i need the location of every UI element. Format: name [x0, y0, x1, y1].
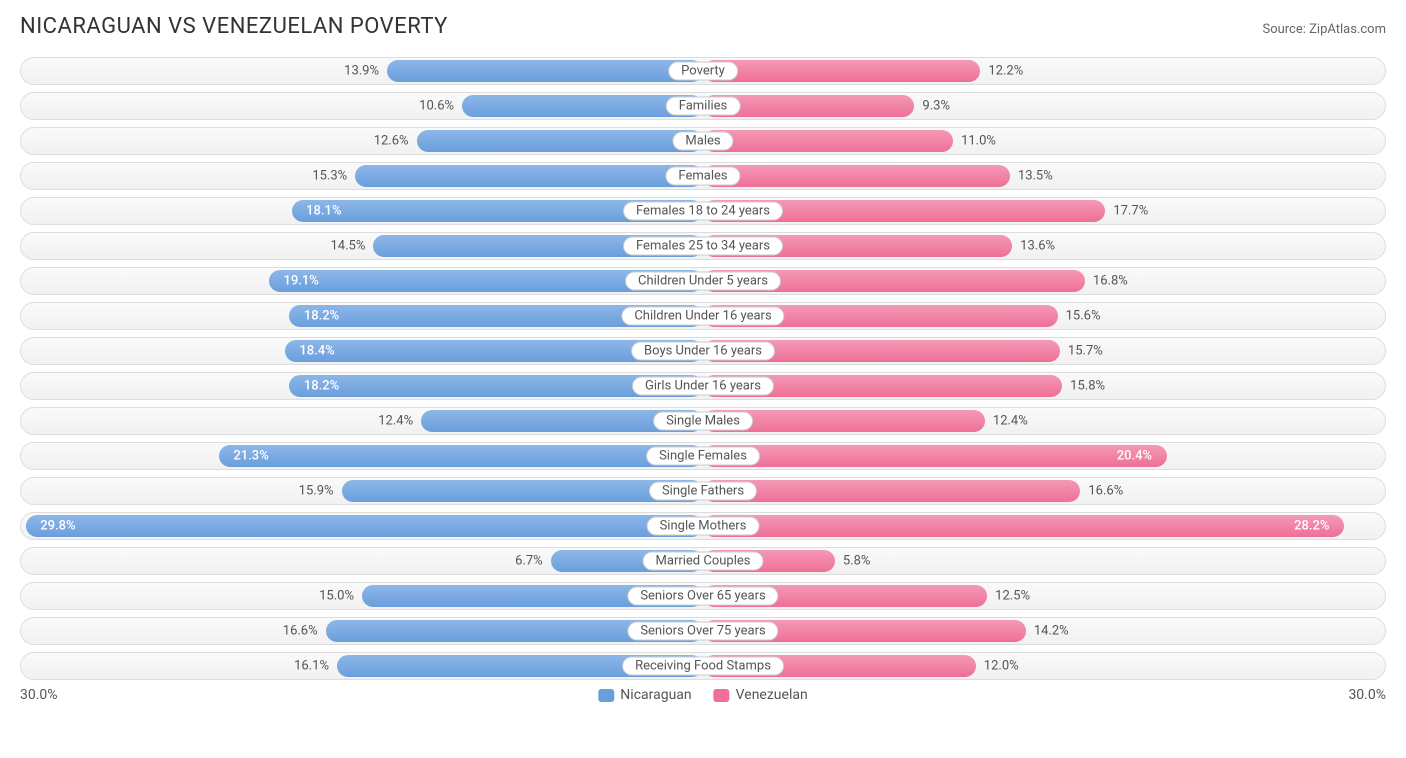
- value-right: 15.7%: [1068, 344, 1103, 359]
- value-left: 19.1%: [283, 274, 318, 289]
- value-left: 18.1%: [306, 204, 341, 219]
- category-label: Married Couples: [643, 552, 764, 571]
- value-right: 16.6%: [1088, 484, 1123, 499]
- bar-right: [703, 515, 1344, 537]
- axis-max-left: 30.0%: [20, 687, 58, 703]
- bar-left: [417, 130, 703, 152]
- category-label: Females: [665, 167, 740, 186]
- value-right: 12.4%: [993, 414, 1028, 429]
- category-label: Children Under 5 years: [625, 272, 781, 291]
- value-right: 13.6%: [1020, 239, 1055, 254]
- axis-max-right: 30.0%: [1348, 687, 1386, 703]
- chart-row: 15.9% 16.6% Single Fathers: [20, 477, 1386, 505]
- bar-left: [26, 515, 703, 537]
- value-left: 6.7%: [515, 554, 543, 569]
- category-label: Single Males: [653, 412, 753, 431]
- value-left: 16.6%: [283, 624, 318, 639]
- chart-row: 14.5% 13.6% Females 25 to 34 years: [20, 232, 1386, 260]
- value-right: 5.8%: [843, 554, 871, 569]
- chart-row: 16.1% 12.0% Receiving Food Stamps: [20, 652, 1386, 680]
- category-label: Boys Under 16 years: [631, 342, 775, 361]
- category-label: Receiving Food Stamps: [622, 657, 784, 676]
- category-label: Females 18 to 24 years: [623, 202, 783, 221]
- value-left: 18.2%: [304, 379, 339, 394]
- value-left: 21.3%: [233, 449, 268, 464]
- category-label: Children Under 16 years: [621, 307, 784, 326]
- bar-right: [703, 130, 953, 152]
- value-right: 28.2%: [1294, 519, 1329, 534]
- axis-row: 30.0% Nicaraguan Venezuelan 30.0%: [20, 687, 1386, 703]
- legend-label-right: Venezuelan: [736, 687, 808, 703]
- value-right: 20.4%: [1117, 449, 1152, 464]
- bar-right: [703, 480, 1080, 502]
- value-left: 15.0%: [319, 589, 354, 604]
- diverging-bar-chart: 13.9%12.2%Poverty10.6%9.3%Families12.6%1…: [20, 57, 1386, 680]
- chart-row: 6.7% 5.8% Married Couples: [20, 547, 1386, 575]
- chart-row: 15.3% 13.5% Females: [20, 162, 1386, 190]
- value-left: 12.4%: [378, 414, 413, 429]
- bar-right: [703, 445, 1167, 467]
- chart-row: 19.1% 16.8% Children Under 5 years: [20, 267, 1386, 295]
- chart-row: 16.6% 14.2% Seniors Over 75 years: [20, 617, 1386, 645]
- chart-row: 18.2% 15.8% Girls Under 16 years: [20, 372, 1386, 400]
- header: NICARAGUAN VS VENEZUELAN POVERTY Source:…: [20, 14, 1386, 39]
- value-right: 11.0%: [961, 134, 996, 149]
- value-right: 12.0%: [984, 659, 1019, 674]
- chart-row: 12.4% 12.4% Single Males: [20, 407, 1386, 435]
- chart-row: 15.0% 12.5% Seniors Over 65 years: [20, 582, 1386, 610]
- bar-right: [703, 60, 980, 82]
- legend-item-right: Venezuelan: [714, 687, 808, 703]
- category-label: Families: [666, 97, 741, 116]
- value-left: 13.9%: [344, 64, 379, 79]
- value-right: 17.7%: [1113, 204, 1148, 219]
- value-left: 15.9%: [299, 484, 334, 499]
- category-label: Poverty: [668, 62, 738, 81]
- chart-row: 18.1% 17.7% Females 18 to 24 years: [20, 197, 1386, 225]
- chart-row: 29.8% 28.2% Single Mothers: [20, 512, 1386, 540]
- swatch-left: [598, 689, 614, 702]
- chart-row: 10.6% 9.3% Families: [20, 92, 1386, 120]
- bar-left: [355, 165, 703, 187]
- chart-title: NICARAGUAN VS VENEZUELAN POVERTY: [20, 14, 448, 39]
- chart-row: 18.4% 15.7% Boys Under 16 years: [20, 337, 1386, 365]
- value-right: 12.2%: [988, 64, 1023, 79]
- chart-row: 18.2% 15.6% Children Under 16 years: [20, 302, 1386, 330]
- value-right: 13.5%: [1018, 169, 1053, 184]
- chart-row: 21.3% 20.4% Single Females: [20, 442, 1386, 470]
- value-left: 12.6%: [374, 134, 409, 149]
- legend: Nicaraguan Venezuelan: [598, 687, 807, 703]
- source-attribution: Source: ZipAtlas.com: [1262, 22, 1386, 37]
- value-left: 18.2%: [304, 309, 339, 324]
- bar-left: [387, 60, 703, 82]
- value-right: 15.8%: [1070, 379, 1105, 394]
- legend-item-left: Nicaraguan: [598, 687, 691, 703]
- value-left: 29.8%: [40, 519, 75, 534]
- chart-row: 13.9% 12.2% Poverty: [20, 57, 1386, 85]
- chart-row: 12.6% 11.0% Males: [20, 127, 1386, 155]
- value-right: 9.3%: [922, 99, 950, 114]
- legend-label-left: Nicaraguan: [620, 687, 691, 703]
- value-left: 15.3%: [312, 169, 347, 184]
- category-label: Single Females: [646, 447, 760, 466]
- value-right: 14.2%: [1034, 624, 1069, 639]
- category-label: Females 25 to 34 years: [623, 237, 783, 256]
- category-label: Seniors Over 65 years: [627, 587, 778, 606]
- value-left: 14.5%: [331, 239, 366, 254]
- swatch-right: [714, 689, 730, 702]
- value-left: 16.1%: [294, 659, 329, 674]
- bar-left: [219, 445, 703, 467]
- value-right: 15.6%: [1066, 309, 1101, 324]
- value-left: 10.6%: [419, 99, 454, 114]
- value-right: 16.8%: [1093, 274, 1128, 289]
- value-right: 12.5%: [995, 589, 1030, 604]
- value-left: 18.4%: [299, 344, 334, 359]
- category-label: Single Fathers: [649, 482, 757, 501]
- category-label: Single Mothers: [647, 517, 760, 536]
- category-label: Girls Under 16 years: [632, 377, 774, 396]
- bar-right: [703, 165, 1010, 187]
- category-label: Seniors Over 75 years: [627, 622, 778, 641]
- category-label: Males: [672, 132, 733, 151]
